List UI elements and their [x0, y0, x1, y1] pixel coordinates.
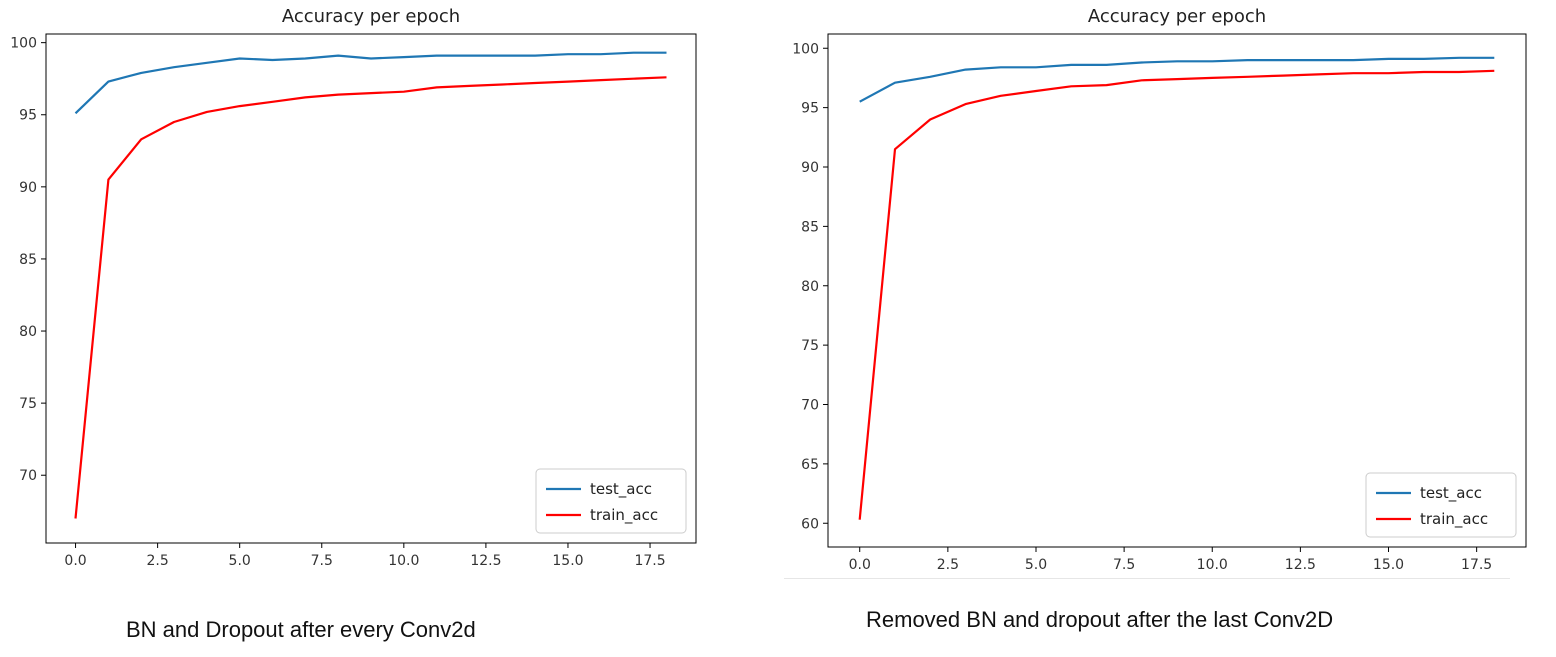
x-tick-label: 2.5: [937, 557, 959, 573]
y-tick-label: 70: [801, 398, 819, 414]
x-tick-label: 7.5: [311, 553, 333, 569]
series-line-test-acc: [859, 56, 1495, 103]
legend-label: train_acc: [590, 506, 658, 525]
chart-panel-right: Accuracy per epoch 0.0 2.5 5.0 7.5 10.0 12.5 15…: [770, 0, 1556, 657]
legend-box: [1365, 472, 1517, 538]
x-tick-label: 0.0: [64, 553, 86, 569]
y-tick-label: 100: [10, 36, 37, 52]
x-tick-label: 17.5: [634, 553, 665, 569]
plot-frame: [45, 33, 697, 544]
caption-left: BN and Dropout after every Conv2d: [126, 617, 476, 642]
x-tick-label: 15.0: [1373, 557, 1404, 573]
y-tick-label: 60: [801, 516, 819, 532]
y-tick-label: 95: [801, 101, 819, 117]
x-tick-label: 5.0: [1025, 557, 1047, 573]
y-tick-label: 100: [792, 41, 819, 57]
y-tick-label: 85: [801, 219, 819, 235]
x-tick-label: 0.0: [849, 557, 871, 573]
x-tick-label: 10.0: [388, 553, 419, 569]
x-tick-label: 7.5: [1113, 557, 1135, 573]
x-tick-label: 12.5: [470, 553, 501, 569]
y-tick-label: 85: [19, 252, 37, 268]
plot-frame: [827, 33, 1527, 548]
x-tick-label: 12.5: [1285, 557, 1316, 573]
y-tick-label: 90: [19, 180, 37, 196]
legend-label: test_acc: [1420, 484, 1482, 503]
y-tick-label: 70: [19, 468, 37, 484]
x-tick-label: 15.0: [552, 553, 583, 569]
x-tick-label: 17.5: [1461, 557, 1492, 573]
divider-line: [784, 578, 1510, 579]
y-tick-label: 65: [801, 457, 819, 473]
y-tick-label: 75: [19, 396, 37, 412]
chart-title: Accuracy per epoch: [282, 6, 460, 27]
x-tick-label: 2.5: [146, 553, 168, 569]
y-tick-label: 95: [19, 108, 37, 124]
chart-title: Accuracy per epoch: [1088, 6, 1266, 27]
accuracy-chart-left: Accuracy per epoch 0.0 2.5 5.0 7.5 10.0 12.5 15…: [10, 6, 697, 569]
x-tick-label: 10.0: [1197, 557, 1228, 573]
x-tick-label: 5.0: [229, 553, 251, 569]
y-tick-label: 75: [801, 338, 819, 354]
accuracy-chart-right: Accuracy per epoch 0.0 2.5 5.0 7.5 10.0 12.5 15…: [792, 6, 1527, 573]
y-tick-label: 80: [801, 279, 819, 295]
series-line-test-acc: [74, 51, 667, 115]
series-line-train-acc: [74, 76, 667, 519]
chart-panel-left: Accuracy per epoch 0.0 2.5 5.0 7.5 10.0 12.5 15…: [0, 0, 760, 657]
caption-right: Removed BN and dropout after the last Co…: [866, 607, 1334, 632]
legend-label: train_acc: [1420, 510, 1488, 529]
y-tick-label: 80: [19, 324, 37, 340]
legend-box: [535, 468, 687, 534]
legend-label: test_acc: [590, 480, 652, 499]
series-line-train-acc: [858, 69, 1495, 520]
y-tick-label: 90: [801, 160, 819, 176]
